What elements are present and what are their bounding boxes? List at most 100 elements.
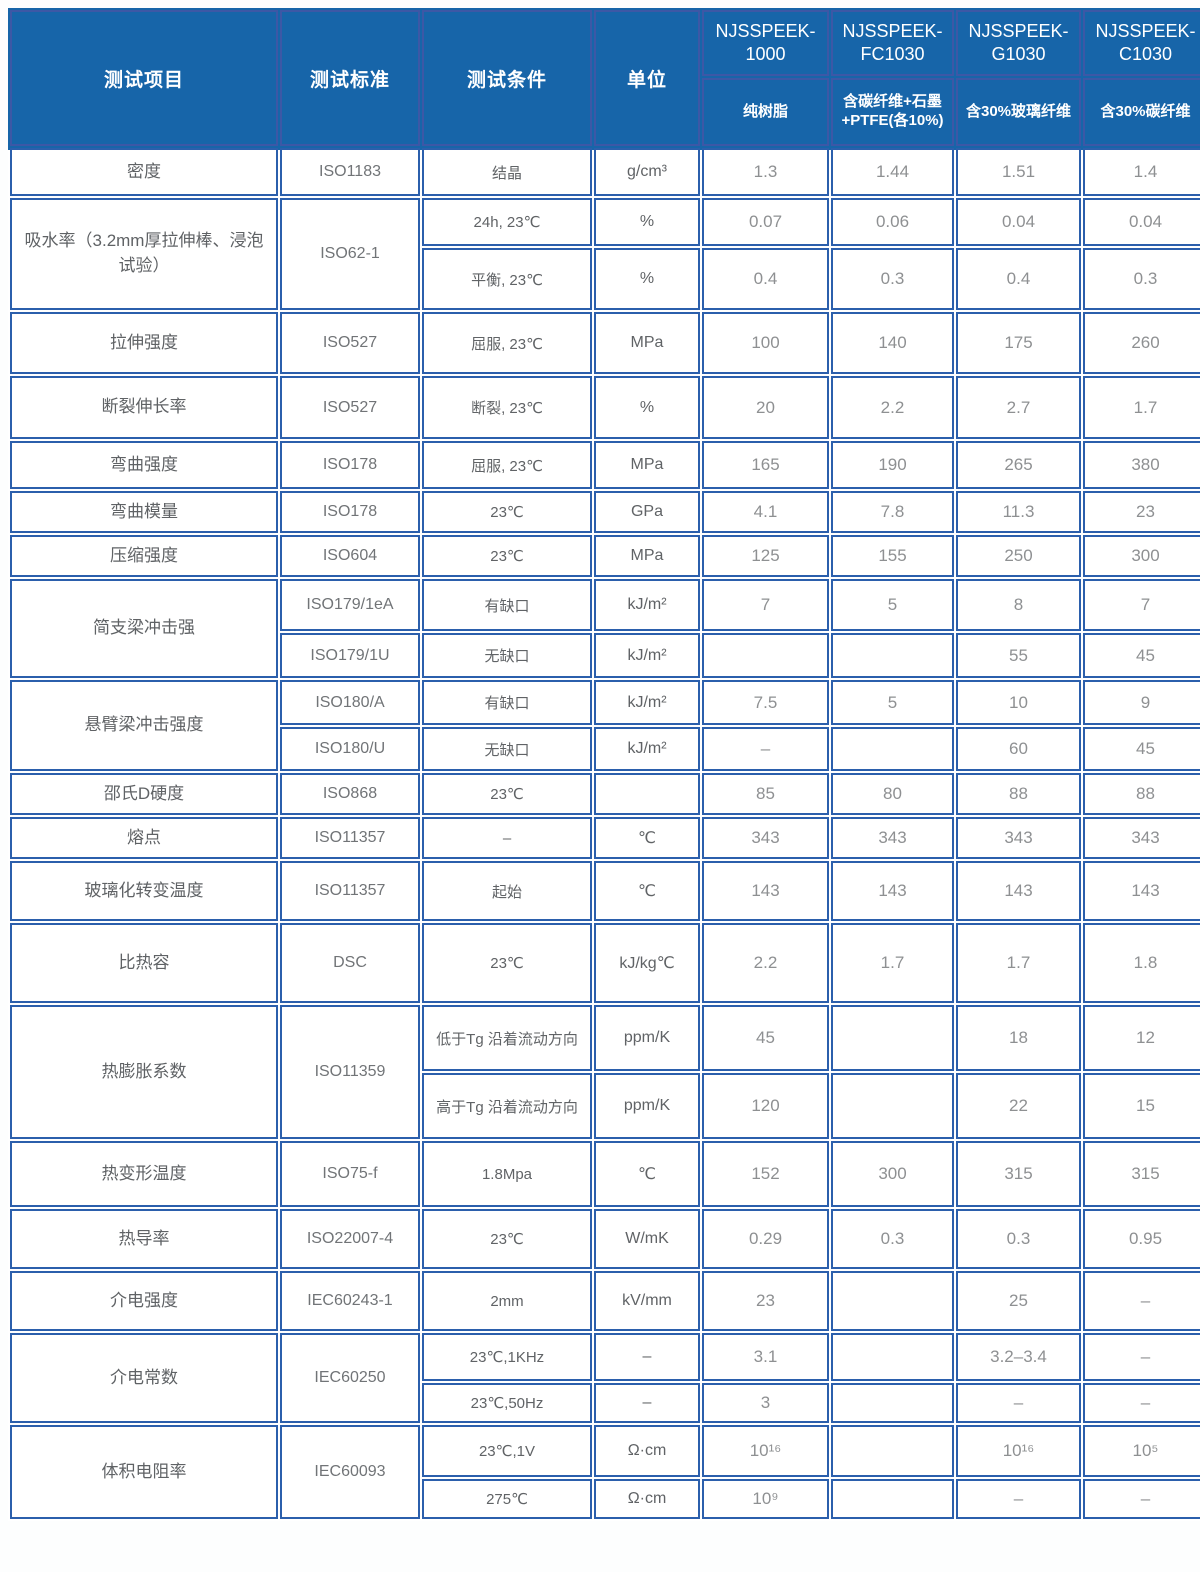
value-cell: 380: [1083, 441, 1200, 489]
condition-cell: 23℃: [422, 923, 592, 1003]
row-label: 断裂伸长率: [10, 376, 278, 439]
table-row: 吸水率（3.2mm厚拉伸棒、浸泡试验） ISO62-1 24h, 23℃ % 0…: [10, 198, 1200, 310]
condition-cell: 无缺口: [422, 727, 592, 771]
unit-cell: kJ/m²: [594, 579, 700, 631]
value-cell: 0.95: [1083, 1209, 1200, 1269]
value-cell: 10¹⁶: [956, 1425, 1081, 1477]
standard-cell: ISO11357: [280, 817, 420, 859]
header-product-name: NJSSPEEK-C1030: [1083, 10, 1200, 76]
table-row: 悬臂梁冲击强度 ISO180/A 有缺口 kJ/m² 7.5 5 10 9: [10, 680, 1200, 771]
table-row: 275℃ Ω·cm 10⁹ – –: [10, 1479, 1200, 1519]
standard-cell: ISO62-1: [280, 198, 420, 310]
standard-cell: ISO178: [280, 491, 420, 533]
value-cell: 80: [831, 773, 954, 815]
value-cell: [831, 1271, 954, 1331]
value-cell: –: [956, 1479, 1081, 1519]
condition-cell: 有缺口: [422, 579, 592, 631]
condition-cell: 23℃: [422, 491, 592, 533]
unit-cell: W/mK: [594, 1209, 700, 1269]
value-cell: 55: [956, 633, 1081, 678]
row-label: 简支梁冲击强: [10, 579, 278, 678]
standard-cell: ISO527: [280, 376, 420, 439]
material-spec-table: 测试项目 测试标准 测试条件 单位 NJSSPEEK-1000 NJSSPEEK…: [8, 8, 1200, 1521]
value-cell: 125: [702, 535, 829, 577]
value-cell: 1.44: [831, 148, 954, 196]
row-label: 悬臂梁冲击强度: [10, 680, 278, 771]
standard-cell: ISO180/A: [280, 680, 420, 725]
value-cell: 165: [702, 441, 829, 489]
value-cell: 175: [956, 312, 1081, 374]
condition-cell: 23℃: [422, 535, 592, 577]
standard-cell: ISO1183: [280, 148, 420, 196]
table-row: ISO180/U 无缺口 kJ/m² – 60 45: [10, 727, 1200, 771]
value-cell: 343: [702, 817, 829, 859]
table-row: 介电常数 IEC60250 23℃,1KHz – 3.1 3.2–3.4 –: [10, 1333, 1200, 1423]
condition-cell: 23℃,1KHz: [422, 1333, 592, 1381]
value-cell: [831, 1073, 954, 1139]
value-cell: 2.7: [956, 376, 1081, 439]
table-row: 23℃,50Hz – 3 – –: [10, 1383, 1200, 1423]
condition-cell: 起始: [422, 861, 592, 921]
header-product-desc: 含碳纤维+石墨+PTFE(各10%): [831, 78, 954, 146]
value-cell: 45: [702, 1005, 829, 1071]
value-cell: 0.3: [831, 1209, 954, 1269]
condition-cell: 断裂, 23℃: [422, 376, 592, 439]
unit-cell: ℃: [594, 817, 700, 859]
value-cell: 0.3: [831, 248, 954, 310]
value-cell: 12: [1083, 1005, 1200, 1071]
row-label: 热膨胀系数: [10, 1005, 278, 1139]
value-cell: 3.2–3.4: [956, 1333, 1081, 1381]
header-test-standard: 测试标准: [280, 10, 420, 146]
condition-cell: 2mm: [422, 1271, 592, 1331]
unit-cell: ppm/K: [594, 1073, 700, 1139]
row-label: 热变形温度: [10, 1141, 278, 1207]
value-cell: 0.4: [956, 248, 1081, 310]
value-cell: 155: [831, 535, 954, 577]
value-cell: 2.2: [702, 923, 829, 1003]
unit-cell: MPa: [594, 441, 700, 489]
row-label: 热导率: [10, 1209, 278, 1269]
value-cell: 7.5: [702, 680, 829, 725]
value-cell: 343: [1083, 817, 1200, 859]
header-test-condition: 测试条件: [422, 10, 592, 146]
value-cell: –: [1083, 1383, 1200, 1423]
value-cell: 10⁹: [702, 1479, 829, 1519]
value-cell: 1.7: [831, 923, 954, 1003]
value-cell: 45: [1083, 633, 1200, 678]
row-label: 熔点: [10, 817, 278, 859]
header-product-name: NJSSPEEK-G1030: [956, 10, 1081, 76]
value-cell: 45: [1083, 727, 1200, 771]
condition-cell: 23℃: [422, 1209, 592, 1269]
value-cell: –: [1083, 1479, 1200, 1519]
header-product-desc: 含30%玻璃纤维: [956, 78, 1081, 146]
value-cell: 3.1: [702, 1333, 829, 1381]
value-cell: 22: [956, 1073, 1081, 1139]
row-label: 玻璃化转变温度: [10, 861, 278, 921]
row-label: 拉伸强度: [10, 312, 278, 374]
value-cell: [831, 1425, 954, 1477]
value-cell: 15: [1083, 1073, 1200, 1139]
unit-cell: g/cm³: [594, 148, 700, 196]
value-cell: 0.04: [1083, 198, 1200, 246]
table-row: 拉伸强度 ISO527 屈服, 23℃ MPa 100 140 175 260: [10, 312, 1200, 374]
standard-cell: ISO179/1eA: [280, 579, 420, 631]
value-cell: 7: [702, 579, 829, 631]
unit-cell: kV/mm: [594, 1271, 700, 1331]
table-row: 热导率 ISO22007-4 23℃ W/mK 0.29 0.3 0.3 0.9…: [10, 1209, 1200, 1269]
value-cell: 1.7: [1083, 376, 1200, 439]
header-product-name: NJSSPEEK-1000: [702, 10, 829, 76]
table-row: 介电强度 IEC60243-1 2mm kV/mm 23 25 –: [10, 1271, 1200, 1331]
value-cell: 10¹⁶: [702, 1425, 829, 1477]
table-row: 热膨胀系数 ISO11359 低于Tg 沿着流动方向 ppm/K 45 18 1…: [10, 1005, 1200, 1139]
value-cell: 1.4: [1083, 148, 1200, 196]
value-cell: 23: [702, 1271, 829, 1331]
table-row: 弯曲模量 ISO178 23℃ GPa 4.1 7.8 11.3 23: [10, 491, 1200, 533]
value-cell: 0.3: [956, 1209, 1081, 1269]
standard-cell: IEC60250: [280, 1333, 420, 1423]
value-cell: 2.2: [831, 376, 954, 439]
unit-cell: %: [594, 376, 700, 439]
value-cell: 143: [956, 861, 1081, 921]
value-cell: 9: [1083, 680, 1200, 725]
condition-cell: 24h, 23℃: [422, 198, 592, 246]
value-cell: 1.8: [1083, 923, 1200, 1003]
